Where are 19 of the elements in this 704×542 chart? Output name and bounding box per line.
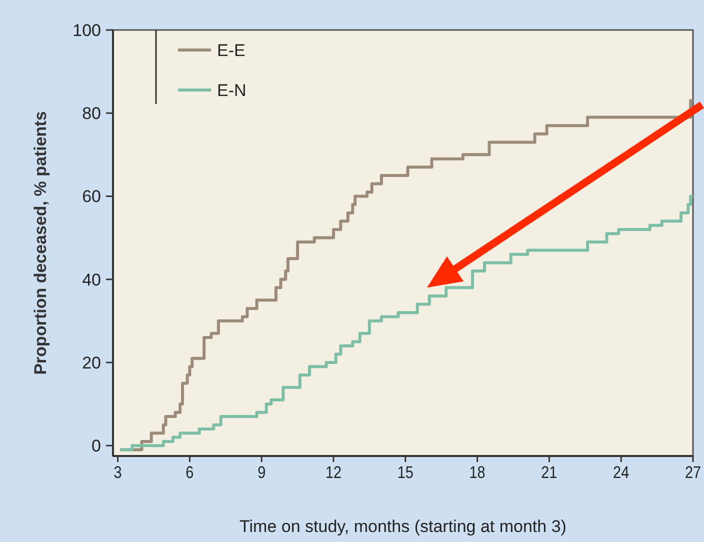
x-tick-label: 15 xyxy=(397,464,414,482)
x-tick-label: 3 xyxy=(114,464,122,482)
legend-label: E-N xyxy=(217,81,246,100)
x-tick-label: 9 xyxy=(258,464,266,482)
y-axis-title: Proportion deceased, % patients xyxy=(31,111,50,375)
x-axis-title: Time on study, months (starting at month 3) xyxy=(240,517,566,536)
x-tick-label: 24 xyxy=(613,464,630,482)
x-tick-label: 18 xyxy=(469,464,486,482)
x-tick-label: 6 xyxy=(186,464,194,482)
legend-label: E-E xyxy=(217,41,246,60)
y-tick-label: 100 xyxy=(72,21,101,40)
y-tick-label: 0 xyxy=(92,436,101,456)
x-tick-label: 12 xyxy=(325,464,342,482)
x-tick-label: 21 xyxy=(541,464,558,482)
x-tick-label: 27 xyxy=(684,464,702,482)
y-tick-label: 80 xyxy=(82,104,101,124)
y-tick-label: 60 xyxy=(82,187,101,206)
y-tick-label: 40 xyxy=(82,270,101,290)
y-tick-label: 20 xyxy=(82,353,101,372)
